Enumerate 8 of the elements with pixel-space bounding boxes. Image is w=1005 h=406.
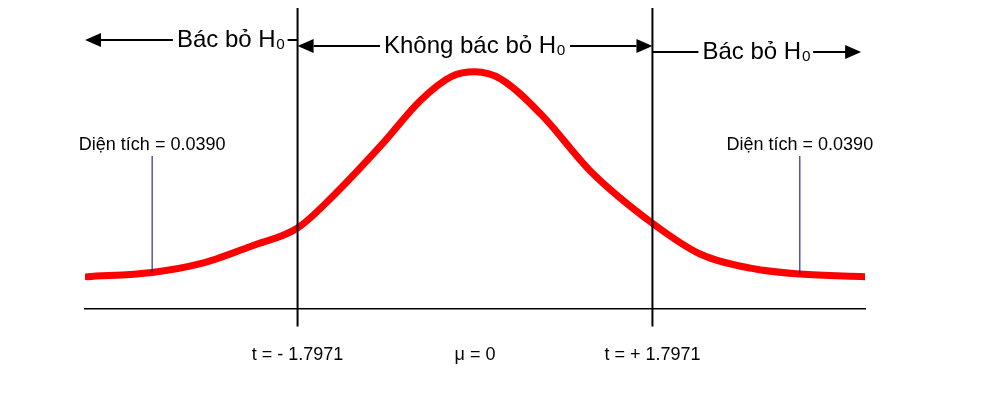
x-tick-label: t = - 1.7971 [251, 344, 344, 365]
text: Bác bỏ H₀ [176, 24, 286, 52]
text: Bác bỏ H₀ [702, 36, 812, 64]
x-tick-label: t = + 1.7971 [604, 344, 701, 365]
text: Không bác bỏ H₀ [383, 30, 567, 58]
annotation: Diện tích = 0.0390 [78, 133, 226, 154]
annotation: Diện tích = 0.0390 [726, 133, 874, 154]
x-tick-label: μ = 0 [454, 344, 496, 365]
